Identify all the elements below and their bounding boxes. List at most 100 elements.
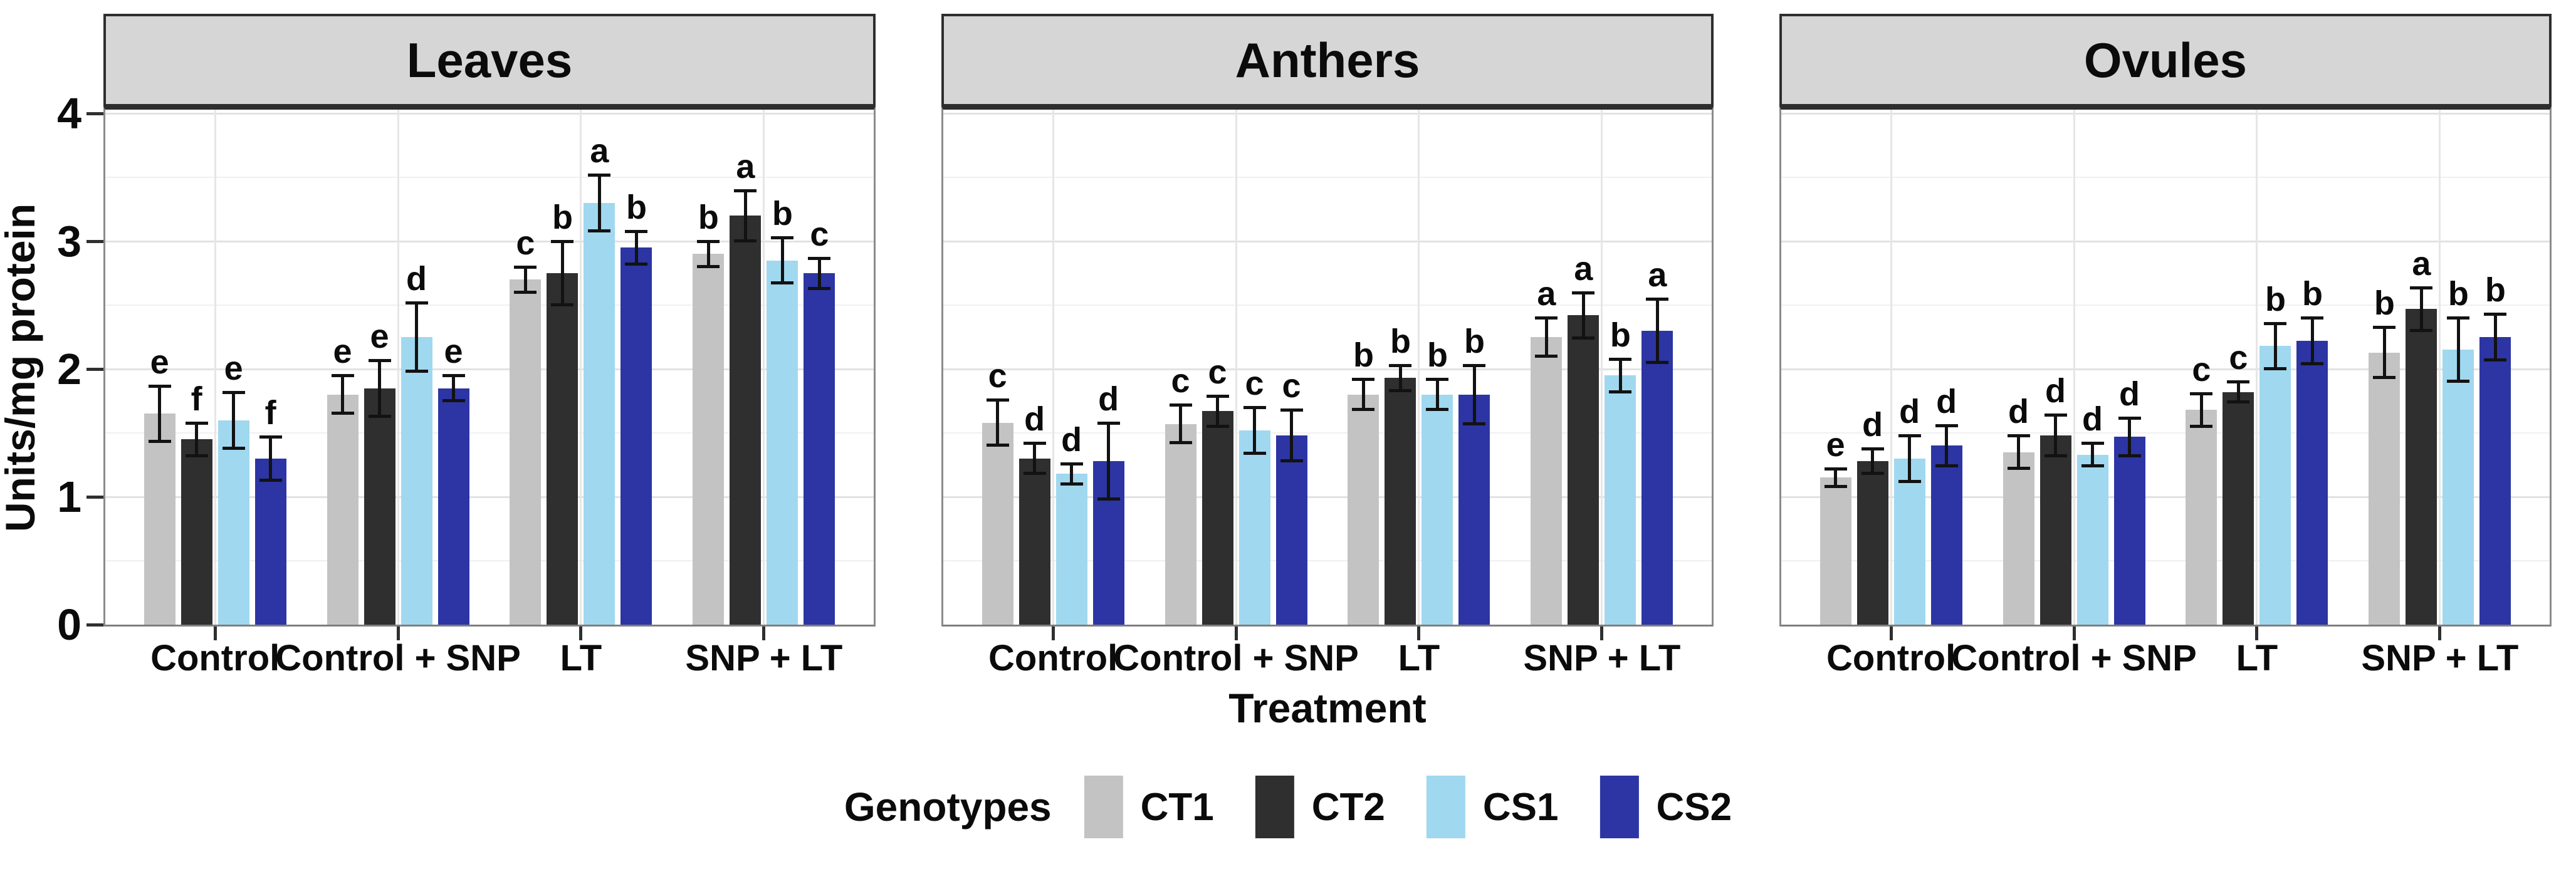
legend: Genotypes CT1 CT2 CS1 CS2 [844, 776, 1732, 838]
error-bar-cap-bottom [1352, 408, 1375, 412]
bar-ovules-CS1 [1893, 458, 1925, 625]
error-bar-cap-bottom [222, 446, 245, 450]
significance-letter: c [2192, 350, 2211, 388]
error-bar-cap-top [1243, 406, 1266, 410]
bar-anthers-CS1 [1605, 375, 1636, 625]
bar-leaves-CT1 [510, 279, 542, 625]
error-bar-stem [1107, 422, 1111, 500]
error-bar-stem [1472, 365, 1476, 424]
significance-letter: b [2484, 271, 2506, 309]
y-axis-tick [86, 495, 103, 499]
bar-ovules-CT2 [2223, 392, 2254, 625]
gridline-horizontal [105, 240, 874, 242]
error-bar-cap-top [368, 358, 391, 362]
legend-swatch-cs2 [1600, 776, 1639, 838]
error-bar-stem [2017, 435, 2021, 469]
error-bar-cap-top [331, 374, 354, 378]
error-bar-cap-bottom [1243, 451, 1266, 455]
significance-letter: b [698, 199, 719, 237]
error-bar-cap-bottom [1169, 441, 1192, 445]
significance-letter: b [1353, 336, 1374, 375]
error-bar-cap-top [1824, 467, 1847, 471]
error-bar-cap-top [1646, 297, 1669, 301]
bar-leaves-CT1 [693, 254, 725, 625]
x-axis-tick [762, 627, 766, 640]
error-bar-stem [817, 257, 821, 289]
x-axis-title: Treatment [1228, 685, 1427, 731]
error-bar-stem [1216, 395, 1220, 427]
significance-letter: e [370, 317, 389, 355]
legend-item-cs2: CS2 [1600, 776, 1732, 838]
error-bar-stem [1544, 318, 1548, 356]
bar-ovules-CT2 [2039, 435, 2071, 625]
error-bar-cap-bottom [2373, 376, 2396, 380]
bar-anthers-CS1 [1238, 430, 1270, 625]
bar-ovules-CT2 [2406, 309, 2437, 625]
bar-leaves-CT2 [181, 439, 212, 625]
error-bar-stem [232, 392, 236, 449]
x-axis-tick [1889, 627, 1893, 640]
error-bar-stem [523, 266, 527, 293]
error-bar-cap-bottom [1463, 422, 1486, 425]
error-bar-cap-top [588, 174, 611, 177]
y-axis-tick [86, 367, 103, 371]
error-bar-cap-bottom [1898, 479, 1921, 483]
bar-ovules-CS1 [2259, 346, 2291, 625]
error-bar-cap-bottom [514, 290, 537, 294]
y-axis-tick-label: 1 [57, 472, 81, 522]
error-bar-cap-top [2190, 392, 2213, 395]
error-bar-cap-bottom [2484, 358, 2507, 361]
significance-letter: b [1390, 322, 1411, 360]
significance-letter: c [2229, 339, 2248, 377]
significance-letter: d [1862, 405, 1883, 444]
gridline-vertical [1601, 110, 1603, 625]
significance-letter: c [1171, 362, 1190, 400]
significance-letter: f [264, 394, 276, 432]
bar-ovules-CS2 [1930, 445, 1962, 625]
gridline-vertical [763, 110, 765, 625]
facet-header-anthers: Anthers [941, 14, 1714, 107]
significance-letter: d [406, 259, 427, 298]
error-bar-cap-bottom [1426, 408, 1449, 412]
gridline-vertical [1890, 110, 1892, 625]
error-bar-cap-top [1097, 421, 1120, 425]
facet-title: Leaves [406, 32, 573, 88]
gridline-vertical [1418, 110, 1420, 625]
gridline-horizontal [943, 304, 1712, 306]
error-bar-stem [2310, 318, 2314, 364]
error-bar-cap-bottom [2301, 361, 2324, 365]
error-bar-cap-bottom [2447, 380, 2470, 383]
significance-letter: d [2008, 393, 2029, 431]
x-axis-tick-label: LT [1398, 638, 1440, 679]
significance-letter: b [2264, 280, 2286, 318]
x-axis-tick [1417, 627, 1421, 640]
error-bar-stem [341, 375, 345, 414]
bar-ovules-CS2 [2296, 341, 2328, 625]
bar-anthers-CS2 [1275, 435, 1307, 625]
error-bar-cap-bottom [1609, 390, 1632, 393]
error-bar-cap-bottom [442, 399, 465, 403]
error-bar-cap-top [1060, 462, 1083, 466]
gridline-horizontal [943, 559, 1712, 561]
significance-letter: a [1648, 256, 1667, 294]
significance-letter: e [224, 349, 243, 387]
error-bar-cap-bottom [2007, 467, 2030, 471]
x-axis-tick [396, 627, 400, 640]
significance-letter: e [1826, 426, 1845, 464]
bar-anthers-CT2 [1202, 411, 1233, 625]
error-bar-cap-top [514, 265, 537, 269]
x-axis-tick-label: SNP + LT [2361, 638, 2519, 679]
error-bar-cap-top [697, 240, 720, 244]
x-axis-tick-label: LT [560, 638, 602, 679]
error-bar-cap-bottom [808, 286, 831, 290]
bar-anthers-CT1 [1165, 424, 1196, 625]
error-bar-cap-top [1280, 408, 1303, 412]
error-bar-cap-top [2410, 286, 2433, 289]
error-bar-cap-bottom [734, 239, 757, 243]
bar-anthers-CT1 [982, 422, 1013, 625]
gridline-vertical [2439, 110, 2441, 625]
bar-anthers-CT2 [1385, 378, 1416, 625]
error-bar-cap-top [2301, 316, 2324, 320]
